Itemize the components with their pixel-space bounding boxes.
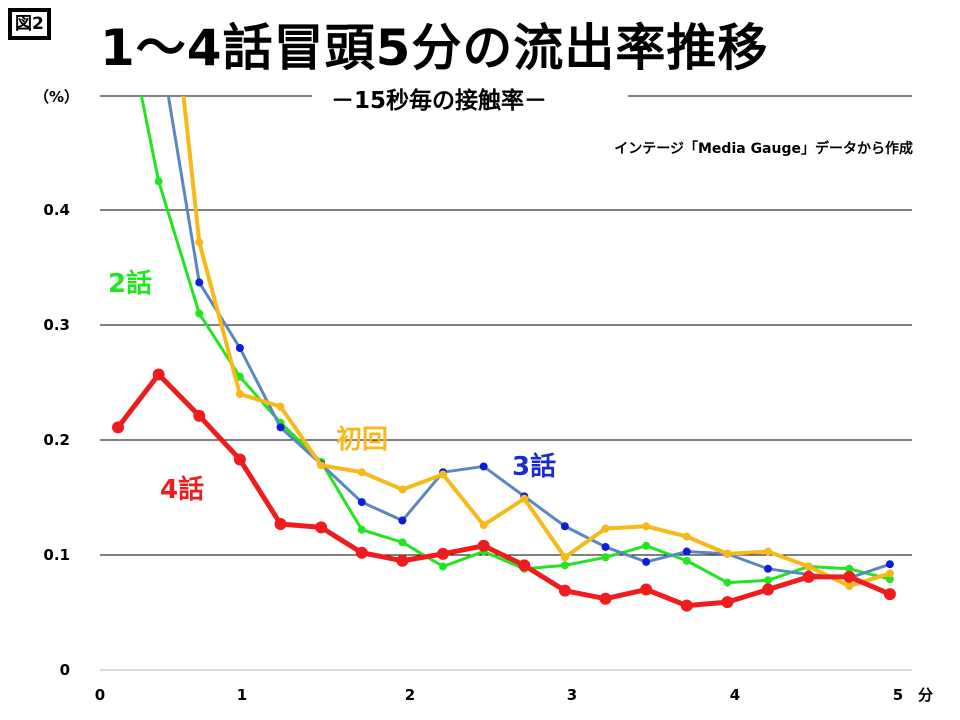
data-point xyxy=(112,421,125,434)
data-point xyxy=(195,309,204,318)
data-point xyxy=(154,177,163,186)
series-line-0 xyxy=(139,96,891,585)
data-point xyxy=(357,498,366,507)
data-point xyxy=(764,564,773,573)
figure-label: 図2 xyxy=(8,8,51,40)
data-point xyxy=(439,470,448,479)
data-point xyxy=(520,494,529,503)
y-tick-label: 0 xyxy=(60,661,70,679)
data-point xyxy=(845,564,854,573)
data-point xyxy=(235,372,244,381)
data-point xyxy=(477,539,490,552)
data-point xyxy=(193,409,206,422)
data-point xyxy=(682,556,691,565)
data-point xyxy=(195,238,204,247)
data-point xyxy=(479,462,488,471)
data-point xyxy=(885,569,894,578)
data-point xyxy=(883,588,896,601)
data-point xyxy=(152,368,165,381)
data-point xyxy=(398,516,407,525)
data-point xyxy=(558,584,571,597)
data-point xyxy=(398,538,407,547)
y-tick-label: 0.1 xyxy=(43,546,70,564)
data-point xyxy=(560,561,569,570)
data-point xyxy=(601,542,610,551)
y-tick-label: 0.2 xyxy=(43,431,70,449)
y-axis-unit: （%） xyxy=(34,88,80,106)
data-point xyxy=(276,423,285,432)
x-axis-label: 分 xyxy=(918,686,933,704)
data-point xyxy=(601,524,610,533)
data-point xyxy=(276,402,285,411)
data-point xyxy=(315,521,328,534)
data-point xyxy=(762,583,775,596)
data-point xyxy=(843,570,856,583)
data-point xyxy=(642,541,651,550)
x-tick-label: 3 xyxy=(567,686,577,704)
data-point xyxy=(764,547,773,556)
data-point xyxy=(355,546,368,559)
data-point xyxy=(885,560,894,569)
data-point xyxy=(195,278,204,287)
x-tick-label: 5 xyxy=(893,686,903,704)
data-point xyxy=(804,562,813,571)
chart-subtitle: －15秒毎の接触率－ xyxy=(325,86,554,116)
x-tick-label: 2 xyxy=(405,686,415,704)
data-point xyxy=(235,344,244,352)
data-point xyxy=(396,554,409,567)
data-point xyxy=(357,525,366,534)
data-point xyxy=(845,582,854,591)
series-line-3 xyxy=(116,371,891,609)
data-point xyxy=(398,485,407,494)
source-note: インテージ「Media Gauge」データから作成 xyxy=(614,141,913,157)
chart-title: 1〜4話冒頭5分の流出率推移 xyxy=(100,19,769,77)
data-point xyxy=(721,596,734,609)
series-line-1 xyxy=(166,96,891,580)
data-point xyxy=(560,553,569,562)
series-label: 初回 xyxy=(336,425,388,455)
data-point xyxy=(682,532,691,541)
data-point xyxy=(274,517,287,530)
data-point xyxy=(437,547,450,560)
data-point xyxy=(317,461,326,470)
data-point xyxy=(439,562,448,571)
data-point xyxy=(599,592,612,605)
data-point xyxy=(235,390,244,398)
data-point xyxy=(479,521,488,530)
data-point xyxy=(642,557,651,566)
series-line-2 xyxy=(181,96,891,589)
x-tick-label: 0 xyxy=(95,686,105,704)
data-point xyxy=(642,522,651,531)
data-point xyxy=(764,576,773,585)
data-point xyxy=(802,570,815,583)
series-label: 4話 xyxy=(160,474,204,505)
data-point xyxy=(518,559,531,572)
data-point xyxy=(560,522,569,531)
x-tick-label: 1 xyxy=(237,686,247,704)
series-label: 2話 xyxy=(108,268,152,299)
data-point xyxy=(640,583,653,596)
data-point xyxy=(723,549,732,558)
data-point xyxy=(233,453,246,466)
x-tick-label: 4 xyxy=(730,686,740,704)
data-point xyxy=(885,575,894,584)
y-tick-label: 0.4 xyxy=(43,201,70,219)
data-point xyxy=(682,547,691,556)
y-tick-label: 0.3 xyxy=(43,316,70,334)
data-point xyxy=(601,553,610,562)
data-point xyxy=(723,578,732,587)
data-point xyxy=(357,468,366,477)
series-label: 3話 xyxy=(512,451,556,482)
data-point xyxy=(680,599,693,612)
